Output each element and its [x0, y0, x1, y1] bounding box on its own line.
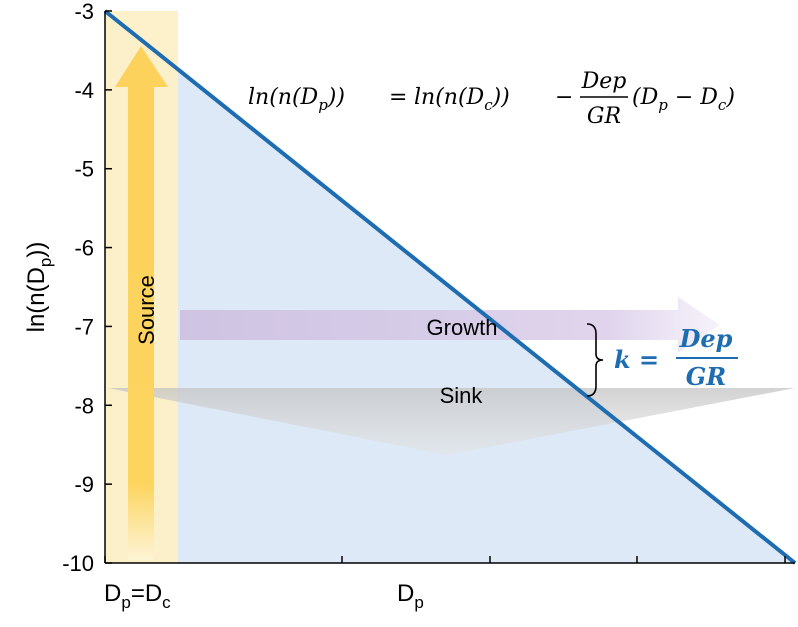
svg-text:(Dp − Dc): (Dp − Dc) — [632, 85, 735, 114]
svg-text:ln(n(Dc)): ln(n(Dc)) — [414, 85, 510, 114]
source-label: Source — [134, 275, 159, 345]
growth-arrow — [180, 297, 720, 353]
brace — [586, 323, 604, 397]
y-tick-label: -6 — [74, 236, 94, 261]
y-tick-label: -3 — [74, 0, 94, 24]
svg-text:Dep: Dep — [581, 69, 627, 94]
growth-label: Growth — [427, 315, 498, 340]
y-ticks: -3 -4 -5 -6 -7 -8 -9 -10 — [62, 0, 112, 576]
x-label-dp-equals-dc: Dp=Dc — [104, 580, 171, 612]
y-tick-label: -4 — [74, 78, 94, 103]
sink-arrow — [108, 388, 795, 455]
x-ticks — [104, 556, 786, 563]
svg-text:−: − — [555, 85, 573, 110]
svg-text:ln(n(Dp)): ln(n(Dp)) — [248, 85, 345, 114]
y-tick-label: -10 — [62, 551, 94, 576]
y-tick-label: -5 — [74, 157, 94, 182]
svg-text:GR: GR — [686, 362, 726, 391]
main-equation: ln(n(Dp)) = ln(n(Dc)) − Dep GR (Dp − Dc) — [248, 69, 735, 129]
y-axis-title: ln(n(Dp)) — [23, 242, 55, 333]
source-arrow — [115, 46, 168, 560]
svg-text:k =: k = — [614, 345, 659, 374]
ln-distribution-line — [103, 9, 797, 565]
sink-label: Sink — [440, 383, 484, 408]
x-label-dp: Dp — [397, 580, 424, 612]
svg-text:Dep: Dep — [679, 324, 733, 353]
svg-text:=: = — [389, 85, 407, 110]
y-tick-label: -9 — [74, 472, 94, 497]
y-tick-label: -8 — [74, 393, 94, 418]
y-tick-label: -7 — [74, 314, 94, 339]
k-equation: k = Dep GR — [614, 324, 738, 391]
svg-text:GR: GR — [587, 104, 621, 129]
